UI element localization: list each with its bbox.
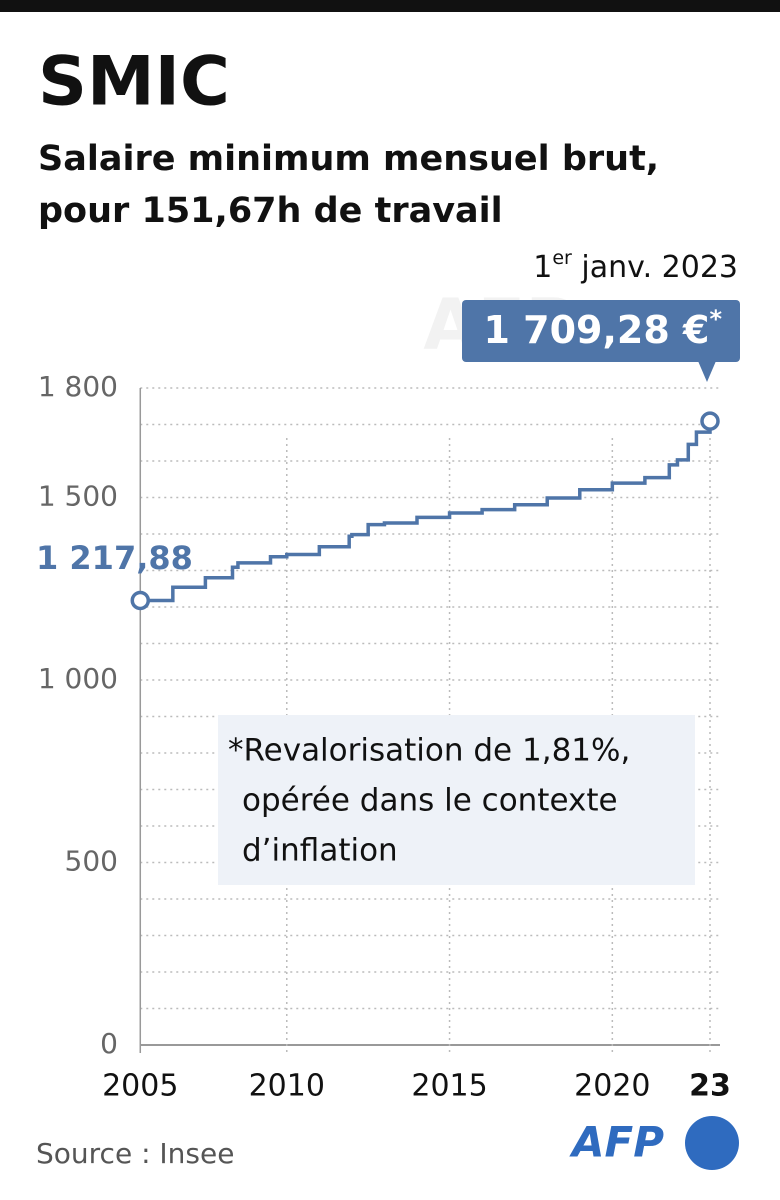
subtitle: pour 151,67h de travail [38, 191, 503, 231]
end-date-rest: janv. 2023 [572, 250, 738, 285]
end-date-day: 1 [533, 250, 552, 285]
chart-title: SMIC [38, 43, 230, 122]
start-label: 1 217,88 [36, 539, 193, 577]
note: *Revalorisation de 1,81%, [228, 733, 630, 769]
end-label: 1 709,28 €* [483, 305, 722, 352]
callout-box [462, 300, 740, 362]
end-marker [130, 590, 151, 611]
y-tick-label: 0 [100, 1027, 118, 1060]
end-date-sup: er [552, 247, 572, 269]
x-tick-label: 2005 [102, 1069, 178, 1104]
y-tick-label: 1 000 [38, 662, 118, 695]
line [140, 421, 712, 603]
x-tick-label: 2015 [411, 1069, 487, 1104]
end-label-mark: * [709, 305, 722, 333]
end-label-value: 1 709,28 € [483, 308, 709, 352]
end-marker [700, 411, 720, 431]
y-tick-label: 1 800 [38, 370, 118, 403]
subtitle: Salaire minimum mensuel brut, [38, 139, 659, 179]
end-date: 1er janv. 2023 [533, 247, 738, 285]
x-tick-label: 2010 [249, 1069, 325, 1104]
callout-pointer [698, 361, 716, 382]
source: Source : Insee [36, 1137, 234, 1170]
x-tick-label: 2020 [574, 1069, 650, 1104]
y-tick-label: 500 [65, 845, 118, 878]
x-tick-label: 23 [689, 1069, 731, 1104]
top-bar [0, 0, 780, 12]
note: opérée dans le contexte [242, 783, 618, 819]
logo-circle [685, 1116, 739, 1170]
note: d’inflation [242, 833, 398, 869]
y-tick-label: 1 500 [38, 480, 118, 513]
logo: AFP [569, 1118, 664, 1167]
note-box [218, 715, 695, 885]
